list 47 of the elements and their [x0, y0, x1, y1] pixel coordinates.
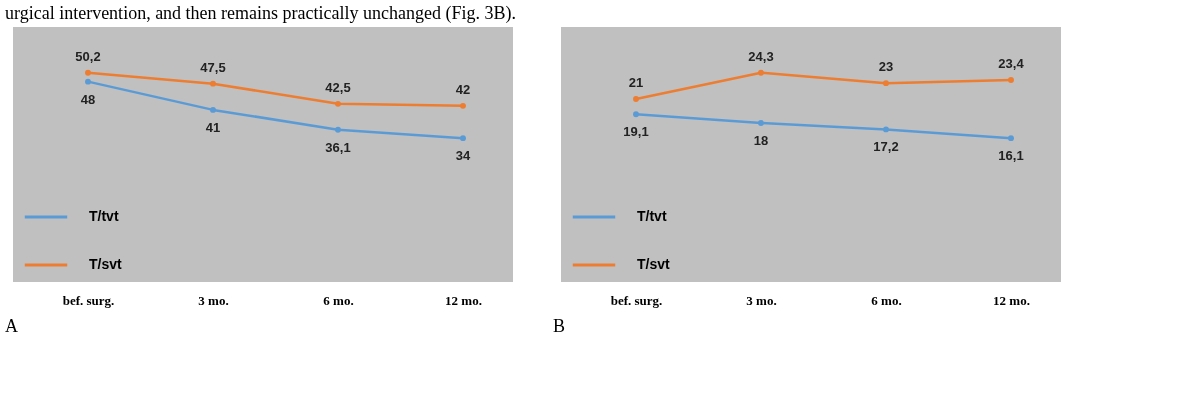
- data-label: 18: [753, 133, 769, 148]
- point: [883, 126, 889, 133]
- data-label: 23: [878, 59, 894, 75]
- point: [758, 69, 764, 76]
- text: urgical intervention, and then remains practically unchanged (Fig. 3B).: [5, 3, 517, 24]
- point: [85, 78, 91, 85]
- data-label: 24,3: [748, 48, 774, 64]
- x-tick-label: 6 mo.: [323, 292, 354, 308]
- data-label: 34: [455, 148, 471, 164]
- text: A: [5, 316, 18, 336]
- data-label: 21: [628, 75, 644, 91]
- point: [633, 96, 639, 103]
- point: [883, 80, 889, 87]
- legend-label: T/svt: [89, 256, 123, 272]
- data-label: 41: [205, 119, 221, 135]
- point: [1008, 76, 1014, 83]
- data-label: 42,5: [325, 79, 351, 95]
- point: [633, 111, 639, 118]
- point: [758, 120, 764, 126]
- data-label: 42: [455, 81, 471, 97]
- data-label: 23,4: [998, 55, 1025, 71]
- point: [85, 69, 91, 76]
- point: [210, 106, 216, 113]
- point: [1008, 135, 1014, 142]
- legend-label: T/tvt: [637, 208, 667, 224]
- data-label: 17,2: [873, 139, 899, 155]
- data-label: 19,1: [623, 124, 649, 140]
- data-label: 48: [80, 91, 96, 107]
- point: [335, 100, 341, 107]
- point: [460, 135, 466, 142]
- x-tick-label: bef. surg.: [610, 292, 663, 308]
- x-tick-label: 3 mo.: [198, 292, 229, 308]
- data-label: 47,5: [200, 59, 226, 75]
- legend-label: T/svt: [637, 256, 671, 272]
- point: [210, 80, 216, 87]
- x-tick-label: bef. surg.: [62, 292, 115, 308]
- x-tick-label: 12 mo.: [993, 292, 1030, 308]
- point: [460, 102, 466, 109]
- x-tick-label: 6 mo.: [871, 292, 902, 308]
- data-label: 36,1: [325, 139, 351, 155]
- text: B: [553, 316, 566, 336]
- x-tick-label: 3 mo.: [746, 292, 777, 308]
- point: [335, 126, 341, 133]
- x-tick-label: 12 mo.: [445, 292, 482, 308]
- data-label: 16,1: [998, 148, 1024, 164]
- legend-label: T/tvt: [89, 208, 119, 224]
- data-label: 50,2: [75, 48, 101, 64]
